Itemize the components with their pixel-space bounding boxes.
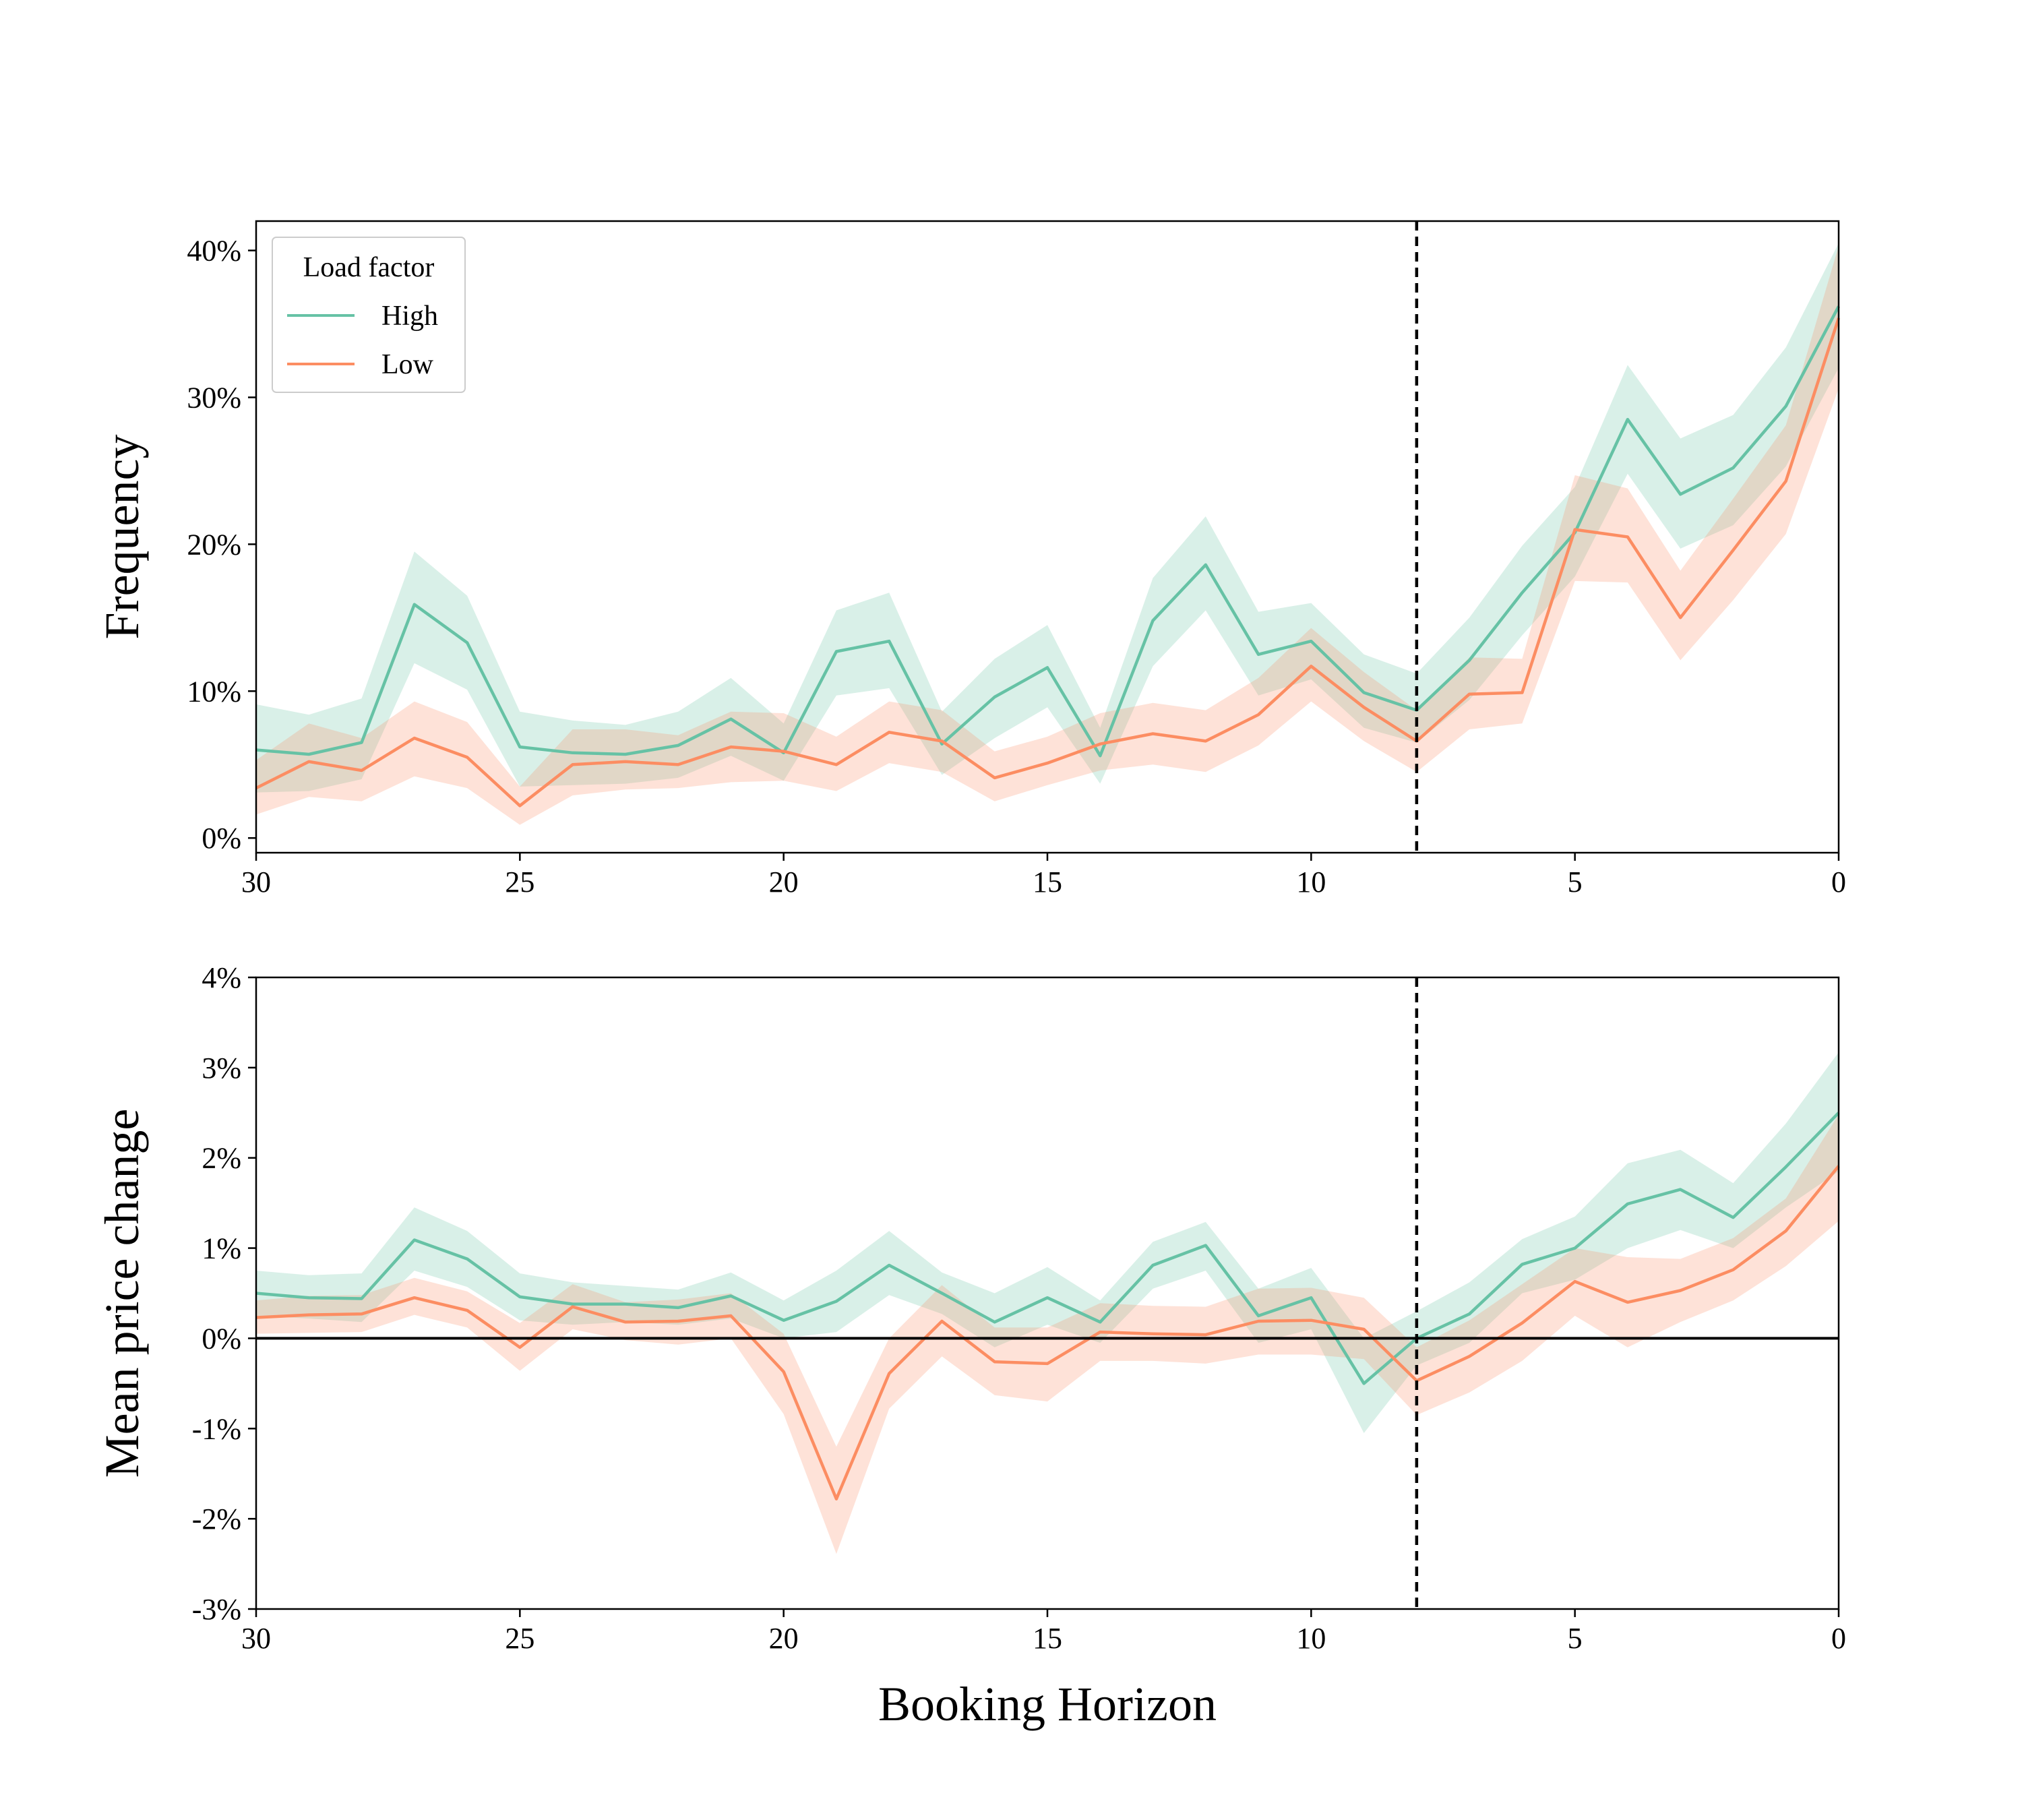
- price-change-y-axis-label: Mean price change: [95, 1109, 149, 1478]
- band-low: [256, 246, 1839, 825]
- x-axis-label: Booking Horizon: [878, 1677, 1217, 1731]
- y-tick-label: -3%: [192, 1593, 241, 1626]
- x-tick-label: 15: [1033, 1622, 1062, 1655]
- band-low: [256, 1114, 1839, 1554]
- x-tick-label: 10: [1296, 866, 1326, 899]
- y-tick-label: -1%: [192, 1412, 241, 1445]
- x-tick-label: 25: [505, 866, 534, 899]
- x-tick-label: 20: [769, 1622, 799, 1655]
- price-change-x-ticks: 30 25 20 15 10 5 0: [241, 1609, 1846, 1655]
- legend-label-high: High: [381, 301, 438, 332]
- x-tick-label: 5: [1568, 1622, 1583, 1655]
- legend: Load factor High Low: [272, 237, 466, 393]
- y-tick-label: 1%: [202, 1232, 241, 1265]
- x-tick-label: 5: [1568, 866, 1583, 899]
- x-tick-label: 30: [241, 866, 271, 899]
- frequency-x-ticks: 30 25 20 15 10 5 0: [241, 853, 1846, 899]
- y-tick-label: 3%: [202, 1052, 241, 1085]
- y-tick-label: 20%: [187, 528, 241, 561]
- y-tick-label: 40%: [187, 235, 241, 268]
- x-tick-label: 10: [1296, 1622, 1326, 1655]
- x-tick-label: 0: [1831, 1622, 1846, 1655]
- x-tick-label: 0: [1831, 866, 1846, 899]
- y-tick-label: 0%: [202, 822, 241, 855]
- x-tick-label: 30: [241, 1622, 271, 1655]
- band-high: [256, 243, 1839, 793]
- x-tick-label: 15: [1033, 866, 1062, 899]
- x-tick-label: 25: [505, 1622, 534, 1655]
- frequency-y-axis-label: Frequency: [95, 435, 149, 640]
- frequency-y-ticks: 0% 10% 20% 30% 40%: [187, 235, 256, 855]
- legend-title: Load factor: [303, 252, 435, 283]
- legend-box: [272, 237, 466, 393]
- frequency-panel: 30 25 20 15 10 5 0 0% 10% 20% 30% 40% Frequency Lo…: [95, 220, 1846, 899]
- y-tick-label: 30%: [187, 381, 241, 414]
- y-tick-label: 2%: [202, 1142, 241, 1175]
- y-tick-label: 4%: [202, 961, 241, 994]
- y-tick-label: -2%: [192, 1503, 241, 1536]
- price-change-series-lines: [255, 1112, 1840, 1500]
- y-tick-label: 10%: [187, 675, 241, 708]
- frequency-confidence-bands: [256, 243, 1839, 825]
- price-change-panel: 30 25 20 15 10 5 0 -3% -2% -1% 0% 1% 2% 3% 4% Mean pr…: [95, 961, 1846, 1731]
- frequency-series-lines: [255, 305, 1841, 808]
- x-tick-label: 20: [769, 866, 799, 899]
- legend-label-low: Low: [381, 349, 434, 380]
- y-tick-label: 0%: [202, 1322, 241, 1355]
- price-change-y-ticks: -3% -2% -1% 0% 1% 2% 3% 4%: [192, 961, 256, 1626]
